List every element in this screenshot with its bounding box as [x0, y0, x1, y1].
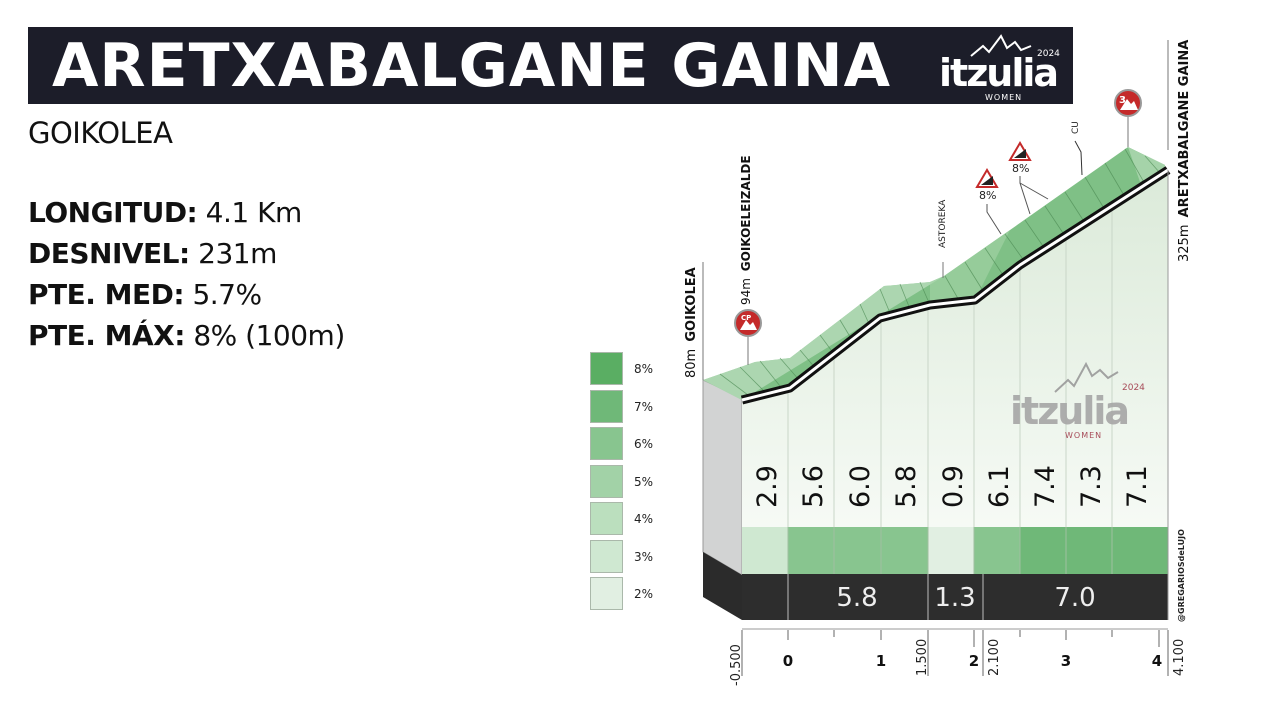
cu-label: CU [1071, 121, 1081, 134]
svg-text:2.100: 2.100 [987, 639, 1002, 676]
warning-1-label: 8% [979, 189, 996, 202]
stat-elevation-gain: DESNIVEL: 231m [28, 237, 277, 270]
segment-color-bars [742, 527, 1168, 574]
svg-text:3: 3 [1119, 95, 1126, 106]
segment-gradient: 7.4 [1030, 465, 1061, 508]
profile-side-wall [702, 379, 743, 576]
warning-2-label: 8% [1012, 162, 1029, 175]
segment-gradient: 0.9 [938, 465, 969, 508]
start-location: GOIKOLEA [28, 116, 173, 150]
section-avg: 5.8 [836, 583, 877, 613]
section-avg: 7.0 [1054, 583, 1095, 613]
profile-front [742, 170, 1168, 527]
segment-gradient-labels: 2.9 5.6 6.0 5.8 0.9 6.1 7.4 7.3 7.1 [752, 465, 1153, 508]
mountain-icon [970, 34, 1032, 57]
legend-swatch [590, 464, 623, 498]
x-axis-major-labels: 0 1 2 3 4 [783, 652, 1162, 670]
band-hatching [719, 148, 1161, 399]
credit-label: @GREGARIOSdeLUJO [1177, 529, 1186, 622]
stat-length: LONGITUD: 4.1 Km [28, 196, 302, 229]
page-title: ARETXABALGANE GAINA [52, 31, 892, 101]
logo-year: 2024 [1037, 49, 1060, 59]
steep-warning-icon [975, 168, 999, 188]
svg-text:1.500: 1.500 [915, 639, 930, 676]
segment-gradient: 7.3 [1076, 465, 1107, 508]
legend-swatch [590, 389, 623, 423]
svg-text:3: 3 [1061, 652, 1071, 670]
stat-avg-gradient: PTE. MED: 5.7% [28, 278, 262, 311]
start-label: 80m GOIKOLEA [684, 267, 699, 378]
legend-swatch [590, 577, 623, 610]
legend-swatch [590, 502, 623, 535]
summit-label: 325m ARETXABALGANE GAINA [1177, 40, 1192, 262]
steep-warning-icon [1008, 141, 1032, 161]
title-bar [28, 27, 1073, 104]
segment-gradient: 6.0 [845, 465, 876, 508]
segment-gradient: 2.9 [752, 465, 783, 508]
svg-text:0: 0 [783, 652, 793, 670]
logo-tagline: WOMEN [985, 93, 1022, 102]
x-axis-section-labels: -0.500 1.500 2.100 4.100 [729, 639, 1187, 686]
watermark-logo: itzulia 2024 WOMEN [1010, 361, 1145, 440]
itzulia-logo: itzulia 2024 WOMEN [939, 34, 1060, 102]
section-avg: 1.3 [934, 583, 975, 613]
svg-text:2: 2 [969, 652, 979, 670]
x-axis [741, 628, 1169, 676]
svg-text:2024: 2024 [1122, 383, 1145, 393]
legend-swatch [590, 539, 623, 573]
logo-wordmark: itzulia [939, 51, 1057, 95]
segment-gradient: 5.6 [798, 465, 829, 508]
svg-text:CP: CP [741, 314, 751, 322]
climb-stats: LONGITUD: 4.1 Km DESNIVEL: 231m PTE. MED… [28, 192, 345, 356]
segment-gradient: 7.1 [1122, 465, 1153, 508]
cp-label: 94m GOIKOELEIZALDE [739, 155, 753, 305]
legend-swatch [590, 427, 623, 460]
svg-text:4: 4 [1152, 652, 1162, 670]
astoreka-label: ASTOREKA [938, 199, 948, 248]
stat-max-gradient: PTE. MÁX: 8% (100m) [28, 319, 345, 352]
svg-text:-0.500: -0.500 [729, 644, 744, 686]
svg-text:4.100: 4.100 [1172, 639, 1187, 676]
segment-gradient: 5.8 [891, 465, 922, 508]
svg-text:itzulia: itzulia [1010, 389, 1128, 433]
profile-side-base [703, 552, 742, 620]
section-bar [742, 574, 1168, 620]
svg-text:WOMEN: WOMEN [1065, 431, 1102, 440]
legend-swatch [590, 352, 623, 385]
section-avg-labels: 5.8 1.3 7.0 [836, 583, 1095, 613]
svg-text:1: 1 [876, 652, 886, 670]
segment-gradient: 6.1 [984, 465, 1015, 508]
